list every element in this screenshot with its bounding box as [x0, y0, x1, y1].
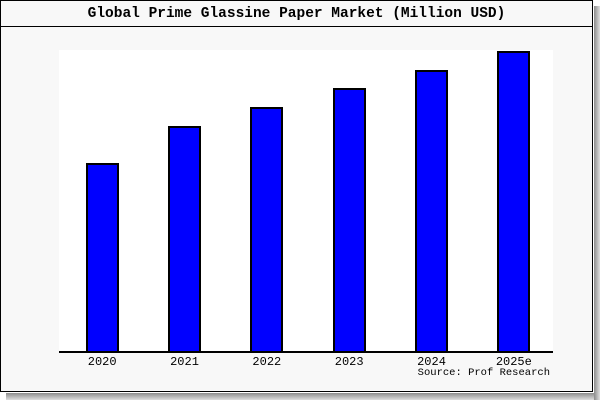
- bar-2020: [85, 163, 119, 351]
- drop-shadow-right: [594, 6, 600, 400]
- x-tick-label-2020: 2020: [87, 355, 117, 369]
- drop-shadow-bottom: [6, 393, 594, 400]
- source-credit: Source: Prof Research: [417, 367, 550, 379]
- bar-2022: [250, 107, 284, 351]
- x-tick-label-2023: 2023: [334, 355, 364, 369]
- bar-2025e: [497, 51, 531, 351]
- x-tick-label-2024: 2024: [417, 355, 446, 369]
- chart-title-box: Global Prime Glassine Paper Market (Mill…: [1, 1, 592, 27]
- x-tick-label-2022: 2022: [252, 355, 282, 369]
- x-tick-label-2021: 2021: [170, 355, 199, 369]
- bar-2021: [168, 126, 201, 351]
- plot-area: [59, 50, 553, 353]
- x-tick-label-2025e: 2025e: [495, 355, 532, 369]
- chart-frame: Global Prime Glassine Paper Market (Mill…: [0, 0, 593, 392]
- bar-2024: [415, 70, 448, 351]
- chart-title: Global Prime Glassine Paper Market (Mill…: [87, 5, 506, 22]
- bar-2023: [332, 88, 366, 351]
